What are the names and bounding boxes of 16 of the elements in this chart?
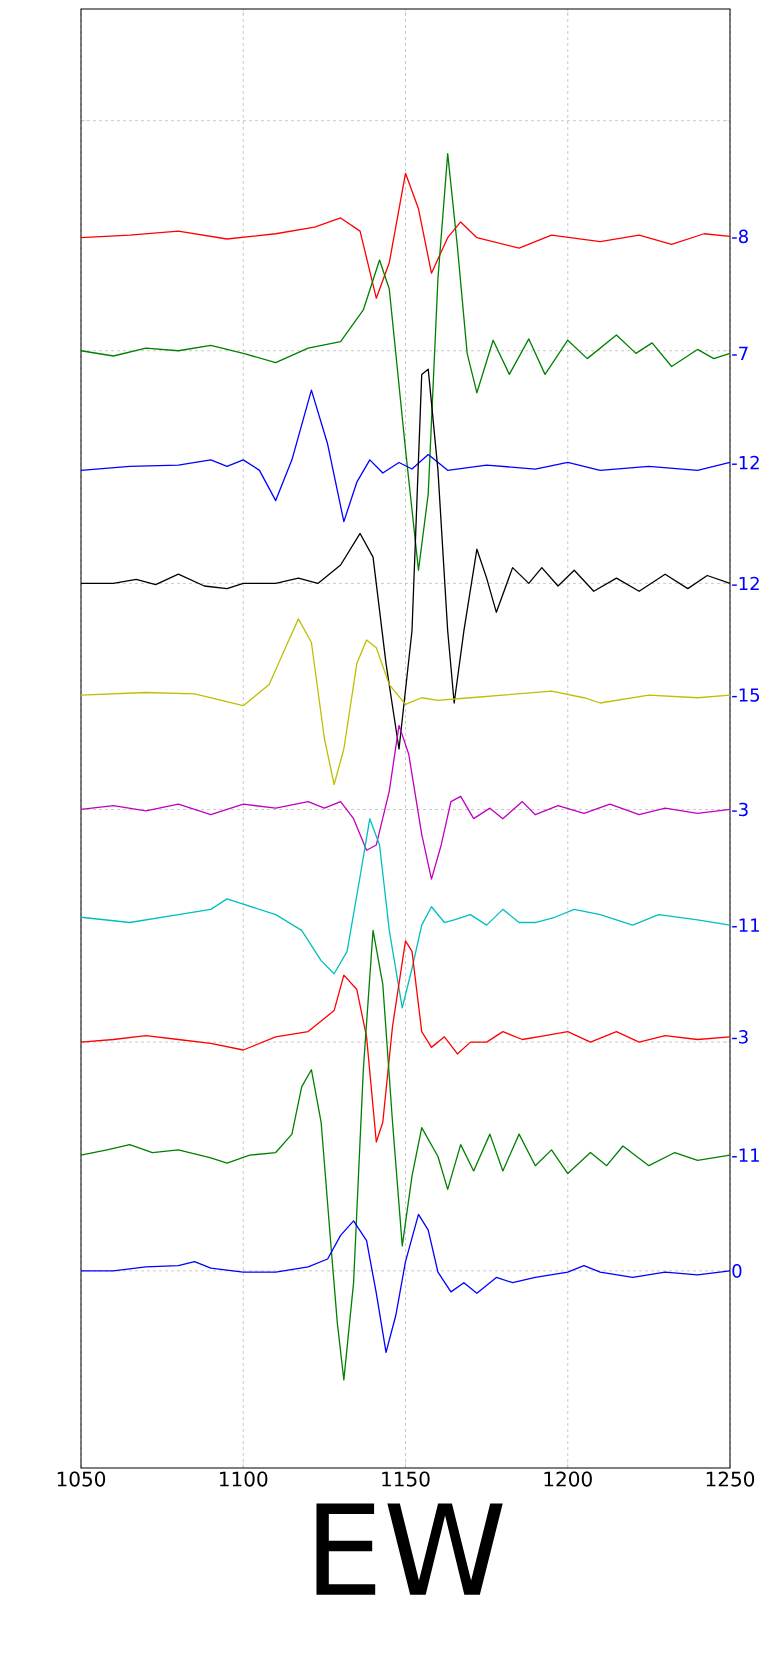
x-tick-label: 1150 bbox=[382, 1471, 430, 1487]
x-axis-title: EW bbox=[316, 1503, 503, 1595]
series-label: -8 bbox=[732, 229, 748, 244]
series-label: -7 bbox=[732, 346, 748, 360]
series-label: -12 bbox=[732, 576, 759, 591]
series-label: -3 bbox=[732, 1030, 748, 1044]
series-label: 0 bbox=[732, 1264, 742, 1278]
x-tick-label: 1250 bbox=[706, 1471, 755, 1487]
series-label: -15 bbox=[732, 688, 760, 702]
x-tick-label: 1050 bbox=[57, 1471, 106, 1487]
series-label: -12 bbox=[732, 455, 759, 470]
series-label: -11 bbox=[732, 918, 759, 932]
x-tick-label: 1100 bbox=[220, 1471, 268, 1487]
series-label: -3 bbox=[732, 802, 748, 817]
x-tick-label: 1200 bbox=[544, 1471, 592, 1487]
series-label: -11 bbox=[732, 1148, 759, 1162]
